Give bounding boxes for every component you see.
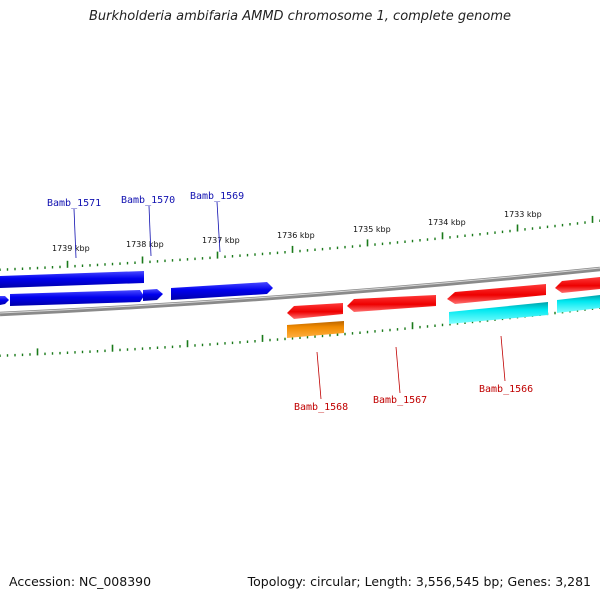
gene-label-bamb-1570[interactable]: Bamb_1570: [121, 195, 175, 206]
forward-gene-arrow[interactable]: [143, 289, 163, 301]
inner-scale-ticks: [0, 306, 600, 357]
forward-gene-arrow[interactable]: [10, 290, 144, 306]
scale-label-1739: 1739 kbp: [52, 244, 90, 253]
gene-label-bamb-1568[interactable]: Bamb_1568: [294, 402, 348, 413]
genome-summary-text: Topology: circular; Length: 3,556,545 bp…: [247, 574, 591, 589]
scale-label-1734: 1734 kbp: [428, 218, 466, 227]
gene-label-bamb-1569[interactable]: Bamb_1569: [190, 191, 244, 202]
reverse-strand-genes: [287, 277, 600, 338]
leader-bamb-1567: [395, 346, 401, 394]
scale-label-1735: 1735 kbp: [353, 225, 391, 234]
leader-bamb-1570: [148, 205, 152, 257]
reverse-gene-arrow[interactable]: [347, 295, 436, 312]
forward-gene-arrow[interactable]: [0, 271, 144, 288]
reverse-gene-arrow[interactable]: [555, 277, 600, 293]
forward-strand-genes: [0, 271, 273, 306]
reverse-cds-arrow[interactable]: [557, 295, 600, 313]
leader-bamb-1571: [73, 208, 77, 259]
reverse-cds-arrow[interactable]: [449, 302, 548, 324]
gene-labels: Bamb_1571 Bamb_1570 Bamb_1569 Bamb_1568 …: [47, 191, 533, 413]
scale-label-1738: 1738 kbp: [126, 240, 164, 249]
outer-scale-ticks: [0, 215, 600, 271]
scale-labels: 1739 kbp 1738 kbp 1737 kbp 1736 kbp 1735…: [52, 210, 542, 253]
chromosome-backbone-highlight: [0, 267, 600, 314]
gene-label-bamb-1571[interactable]: Bamb_1571: [47, 198, 101, 209]
scale-label-1736: 1736 kbp: [277, 231, 315, 240]
reverse-gene-arrow[interactable]: [447, 284, 546, 304]
leader-bamb-1568: [316, 351, 322, 400]
leader-bamb-1569: [216, 201, 221, 253]
scale-label-1733: 1733 kbp: [504, 210, 542, 219]
chromosome-backbone: [0, 266, 600, 317]
gene-label-leaders: [73, 201, 506, 400]
gene-label-bamb-1566[interactable]: Bamb_1566: [479, 384, 533, 395]
forward-gene-arrow[interactable]: [0, 296, 9, 305]
accession-text: Accession: NC_008390: [9, 574, 152, 589]
map-title: Burkholderia ambifaria AMMD chromosome 1…: [88, 9, 512, 24]
reverse-gene-arrow[interactable]: [287, 303, 343, 319]
forward-gene-arrow[interactable]: [171, 282, 273, 300]
scale-label-1737: 1737 kbp: [202, 236, 240, 245]
reverse-gene-arrow-orange[interactable]: [287, 321, 344, 338]
leader-bamb-1566: [500, 335, 506, 382]
gene-label-bamb-1567[interactable]: Bamb_1567: [373, 395, 427, 406]
